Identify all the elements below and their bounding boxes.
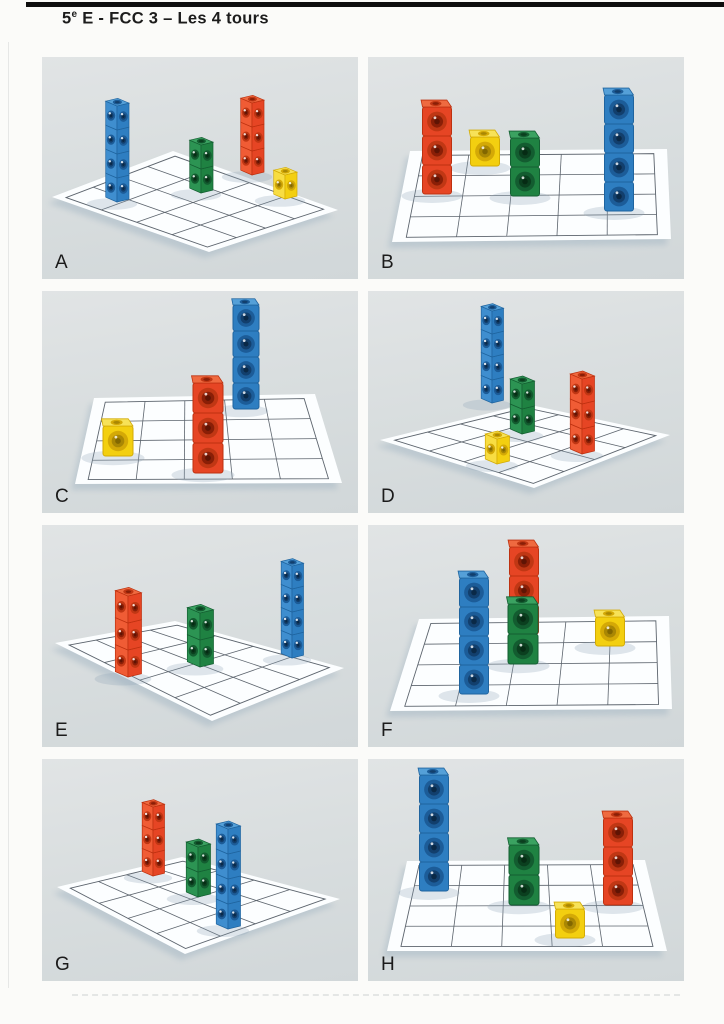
cube-scene-G: [53, 799, 340, 960]
panel-label: E: [55, 720, 68, 741]
scan-left-edge-line: [8, 42, 9, 988]
title-grade: 5: [62, 9, 72, 28]
panel-label: F: [381, 720, 393, 741]
photo-panel-G: G: [42, 759, 358, 981]
scan-edge-artifact: [26, 2, 724, 7]
photo-panel-A: A: [42, 57, 358, 279]
scan-bottom-dashes: [72, 994, 680, 996]
cube-scene-H: [383, 767, 667, 957]
panel-label: B: [381, 252, 394, 273]
cube-scene-B: [388, 87, 671, 248]
cube-scene-C: [71, 298, 342, 490]
panel-label: D: [381, 486, 395, 507]
title-grade-suffix: e: [71, 9, 78, 20]
cube-scene-A: [48, 94, 338, 258]
cube-scene-E: [51, 558, 344, 727]
photo-panel-F: F: [368, 525, 684, 747]
title-text: E - FCC 3 – Les 4 tours: [77, 9, 269, 28]
photo-panel-C: C: [42, 291, 358, 513]
page-title: 5e E - FCC 3 – Les 4 tours: [62, 9, 269, 29]
photo-panel-H: H: [368, 759, 684, 981]
photo-panel-B: B: [368, 57, 684, 279]
panel-label: H: [381, 954, 395, 975]
cube-scene-F: [386, 539, 672, 717]
cube-scene-D: [376, 303, 670, 494]
photo-panel-E: E: [42, 525, 358, 747]
photo-grid: A B C D E F G H: [42, 57, 684, 981]
photo-panel-D: D: [368, 291, 684, 513]
panel-label: C: [55, 486, 69, 507]
panel-label: G: [55, 954, 70, 975]
panel-label: A: [55, 252, 68, 273]
